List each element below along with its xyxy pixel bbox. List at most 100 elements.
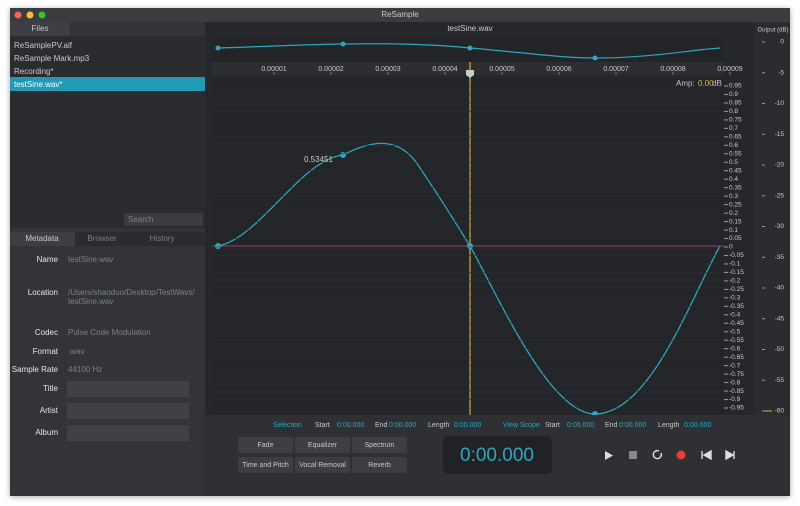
amp-tick-label: 0.05 — [729, 235, 742, 242]
search-box[interactable] — [124, 213, 203, 226]
amp-tick-label: -0.35 — [729, 303, 744, 310]
output-tick-label: -35 — [775, 254, 785, 261]
scope-length: 0:00.000 — [454, 422, 481, 429]
time-tick-label: 0.00008 — [660, 66, 685, 73]
amp-tick-label: 0.5 — [729, 159, 738, 166]
field-input[interactable] — [67, 381, 189, 397]
metadata-tab[interactable] — [10, 232, 75, 246]
amp-tick-label: 0.7 — [729, 125, 738, 132]
amp-tick-label: 0.8 — [729, 108, 738, 115]
effect-label: Reverb — [368, 462, 391, 469]
output-tick-label: -60 — [775, 408, 785, 415]
amp-tick-label: -0.9 — [729, 396, 741, 403]
amp-tick-label: 0.35 — [729, 184, 742, 191]
amp-tick-label: 0.65 — [729, 134, 742, 141]
output-meter — [755, 22, 790, 415]
output-tick-label: -5 — [778, 69, 784, 76]
effect-label: Time and Pitch — [242, 462, 289, 469]
amp-tick-label: 0.1 — [729, 227, 738, 234]
time-tick-label: 0.00007 — [603, 66, 628, 73]
scope-end-label: End — [605, 422, 618, 429]
panel-tab[interactable]: Metadata — [25, 234, 59, 243]
file-list — [10, 36, 205, 228]
amp-tick-label: -0.15 — [729, 269, 744, 276]
field-input[interactable] — [67, 425, 189, 441]
meta-label: Format — [33, 347, 59, 356]
effect-label: Spectrum — [365, 442, 395, 449]
close-button[interactable] — [14, 11, 22, 19]
record-button[interactable] — [676, 450, 686, 460]
file-item[interactable]: ReSample Mark.mp3 — [14, 54, 90, 63]
effect-button[interactable] — [352, 457, 407, 473]
amp-tick-label: 0.95 — [729, 83, 742, 90]
amp-tick-label: 0.9 — [729, 91, 738, 98]
scope-length: 0:00.000 — [684, 422, 711, 429]
amp-tick-label: -0.3 — [729, 295, 741, 302]
field-label: Title — [43, 384, 58, 393]
effect-button[interactable] — [238, 457, 293, 473]
amp-readout — [675, 78, 725, 90]
effect-label: Equalizer — [308, 442, 338, 449]
skip-back-button[interactable] — [701, 449, 712, 461]
time-ruler — [212, 62, 724, 75]
output-tick-label: -55 — [775, 377, 785, 384]
play-button[interactable] — [605, 451, 613, 460]
field-label: Artist — [40, 406, 59, 415]
scope-end: 0:00.000 — [619, 422, 646, 429]
amp-tick-label: -0.5 — [729, 328, 741, 335]
skip-forward-button[interactable] — [725, 449, 735, 461]
amp-tick-label: -0.25 — [729, 286, 744, 293]
amp-tick-label: -0.8 — [729, 379, 741, 386]
time-tick-label: 0.00003 — [375, 66, 400, 73]
stop-button[interactable] — [629, 451, 637, 459]
scope-end: 0:00.000 — [389, 422, 416, 429]
file-item[interactable]: Recording* — [14, 67, 54, 76]
amp-tick-label: 0.85 — [729, 100, 742, 107]
effect-label: Fade — [258, 442, 274, 449]
meta-label: Sample Rate — [12, 365, 59, 374]
amp-tick-label: -0.1 — [729, 261, 741, 268]
amp-unit: dB — [712, 79, 722, 88]
output-tick-label: -10 — [775, 100, 785, 107]
files-tab-label: Files — [32, 24, 49, 33]
loop-button[interactable] — [652, 449, 663, 460]
scope-length-label: Length — [658, 422, 680, 429]
field-input[interactable] — [67, 403, 189, 419]
effect-button[interactable] — [295, 457, 350, 473]
waveform — [217, 142, 721, 415]
meta-value: .wav — [68, 347, 84, 356]
amp-tick-label: 0 — [729, 244, 733, 251]
window-title: ReSample — [381, 10, 419, 19]
waveform-filename: testSine.wav — [447, 24, 492, 33]
search-placeholder: Search — [128, 215, 153, 224]
amp-tick-label: -0.4 — [729, 312, 741, 319]
amp-tick-label: -0.65 — [729, 354, 744, 361]
meta-value: /Users/shaoduo/Desktop/TestWavs/ — [68, 288, 195, 297]
overview-points — [215, 41, 598, 61]
effect-button[interactable] — [238, 437, 293, 453]
amp-tick-label: -0.2 — [729, 278, 741, 285]
playhead-handle[interactable] — [466, 70, 474, 78]
scope-start: 0:00.000 — [337, 422, 364, 429]
output-tick-label: -45 — [775, 315, 785, 322]
amp-tick-label: 0.6 — [729, 142, 738, 149]
time-tick-label: 0.00002 — [318, 66, 343, 73]
file-item[interactable]: ReSamplePV.aif — [14, 41, 73, 50]
zoom-button[interactable] — [38, 11, 46, 19]
effect-button[interactable] — [295, 437, 350, 453]
scope-end-label: End — [375, 422, 388, 429]
output-tick-label: -40 — [775, 285, 785, 292]
file-item[interactable]: testSine.wav* — [14, 80, 62, 89]
amp-tick-label: -0.85 — [729, 388, 744, 395]
amp-value: 0.00 — [698, 79, 714, 88]
amp-tick-label: 0.75 — [729, 117, 742, 124]
panel-tab[interactable]: Browser — [87, 234, 117, 243]
minimize-button[interactable] — [26, 11, 34, 19]
field-label: Album — [35, 428, 58, 437]
effect-button[interactable] — [352, 437, 407, 453]
selected-file[interactable] — [10, 77, 205, 91]
files-tab[interactable] — [10, 22, 70, 36]
point-label: 0.53451 — [304, 155, 333, 164]
panel-tab[interactable]: History — [150, 234, 175, 243]
